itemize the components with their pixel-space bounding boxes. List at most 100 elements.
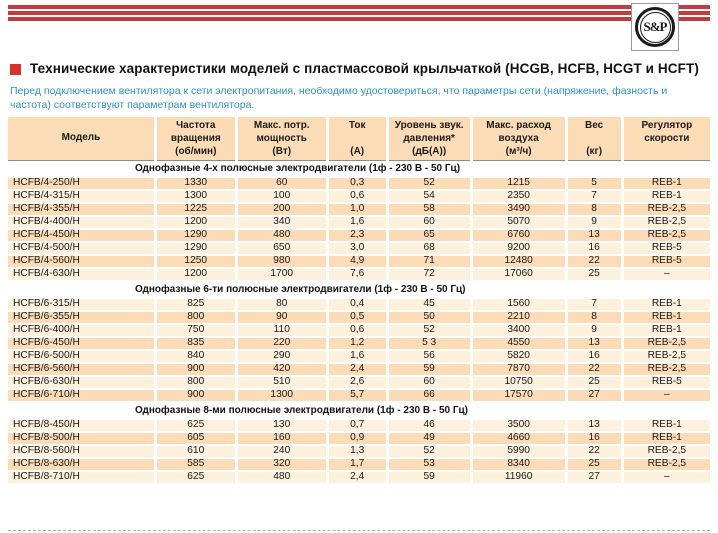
value-cell-regulator: REB-2,5: [622, 203, 710, 217]
value-cell-power: 510: [236, 376, 329, 390]
value-cell-airflow: 6760: [471, 229, 568, 243]
value-cell-speed: 750: [155, 324, 238, 338]
value-cell-noise: 45: [387, 298, 473, 312]
table-row: HCFB/4-450/H 1290 480 2,3 65 6760 13 REB-2,5: [8, 229, 710, 243]
model-cell: HCFB/4-400/H: [8, 216, 157, 230]
col-header-unit: (кг): [586, 145, 603, 157]
value-cell-regulator: REB-2,5: [622, 445, 710, 459]
value-cell-regulator: REB-1: [622, 298, 710, 312]
table-row: HCFB/6-355/H 800 90 0,5 50 2210 8 REB-1: [8, 311, 710, 325]
value-cell-noise: 65: [387, 229, 473, 243]
col-header-power: Макс. потр. мощность (Вт): [236, 117, 329, 161]
table-row: HCFB/6-500/H 840 290 1,6 56 5820 16 REB-2,5: [8, 350, 710, 364]
value-cell-regulator: REB-5: [622, 242, 710, 256]
value-cell-weight: 13: [566, 419, 624, 433]
motor-section-title: Однофазные 6-ти полюсные электродвигател…: [8, 281, 710, 299]
value-cell-current: 0,4: [327, 298, 389, 312]
value-cell-speed: 625: [155, 471, 238, 485]
value-cell-airflow: 1215: [471, 177, 568, 191]
value-cell-regulator: REB-2,5: [622, 363, 710, 377]
value-cell-regulator: –: [622, 471, 710, 485]
value-cell-weight: 22: [566, 445, 624, 459]
motor-section-header-row: Однофазные 6-ти полюсные электродвигател…: [8, 281, 710, 299]
value-cell-current: 0,3: [327, 177, 389, 191]
value-cell-weight: 5: [566, 177, 624, 191]
header-row: Модель Частота вращения (об/мин) Макс. потр…: [8, 117, 710, 161]
value-cell-airflow: 5820: [471, 350, 568, 364]
value-cell-current: 5,7: [327, 389, 389, 403]
value-cell-regulator: REB-5: [622, 376, 710, 390]
page-title: Технические характеристики моделей с пла…: [30, 61, 699, 76]
value-cell-current: 4,9: [327, 255, 389, 269]
value-cell-speed: 1225: [155, 203, 238, 217]
value-cell-weight: 27: [566, 471, 624, 485]
model-cell: HCFB/6-560/H: [8, 363, 157, 377]
value-cell-regulator: REB-1: [622, 177, 710, 191]
model-cell: HCFB/6-355/H: [8, 311, 157, 325]
value-cell-power: 1300: [236, 389, 329, 403]
value-cell-power: 220: [236, 337, 329, 351]
value-cell-speed: 800: [155, 376, 238, 390]
value-cell-power: 480: [236, 229, 329, 243]
bottom-divider: [8, 530, 710, 531]
sp-logo: S&P: [631, 3, 679, 51]
value-cell-regulator: REB-1: [622, 311, 710, 325]
value-cell-weight: 13: [566, 229, 624, 243]
col-header-unit: (м³/ч): [505, 145, 532, 157]
value-cell-speed: 1300: [155, 190, 238, 204]
table-row: HCFB/8-500/H 605 160 0,9 49 4660 16 REB-1: [8, 432, 710, 446]
table-row: HCFB/6-450/H 835 220 1,2 5 3 4550 13 REB-2,5: [8, 337, 710, 351]
value-cell-weight: 25: [566, 268, 624, 282]
value-cell-regulator: REB-1: [622, 432, 710, 446]
col-header-noise: Уровень звук. давления* (дБ(А)): [387, 117, 473, 161]
table-row: HCFB/8-560/H 610 240 1,3 52 5990 22 REB-2,5: [8, 445, 710, 459]
value-cell-noise: 68: [387, 242, 473, 256]
value-cell-airflow: 1560: [471, 298, 568, 312]
value-cell-current: 0,7: [327, 419, 389, 433]
value-cell-power: 80: [236, 298, 329, 312]
table-row: HCFB/4-250/H 1330 60 0,3 52 1215 5 REB-1: [8, 177, 710, 191]
value-cell-regulator: –: [622, 389, 710, 403]
value-cell-power: 340: [236, 216, 329, 230]
value-cell-regulator: REB-2,5: [622, 458, 710, 472]
value-cell-current: 1,3: [327, 445, 389, 459]
model-cell: HCFB/8-450/H: [8, 419, 157, 433]
motor-section-title: Однофазные 8-ми полюсные электродвигател…: [8, 402, 710, 420]
value-cell-noise: 52: [387, 177, 473, 191]
value-cell-speed: 1290: [155, 229, 238, 243]
col-header-unit: (дБ(А)): [412, 145, 447, 157]
value-cell-current: 3,0: [327, 242, 389, 256]
col-header-unit: (Вт): [272, 145, 292, 157]
value-cell-power: 320: [236, 458, 329, 472]
value-cell-noise: 49: [387, 432, 473, 446]
value-cell-noise: 52: [387, 445, 473, 459]
value-cell-power: 160: [236, 432, 329, 446]
model-cell: HCFB/4-500/H: [8, 242, 157, 256]
value-cell-speed: 1200: [155, 216, 238, 230]
col-header-model: Модель: [8, 117, 157, 161]
value-cell-power: 240: [236, 445, 329, 459]
value-cell-power: 200: [236, 203, 329, 217]
value-cell-airflow: 9200: [471, 242, 568, 256]
value-cell-speed: 605: [155, 432, 238, 446]
col-header-airflow: Макс. расход воздуха (м³/ч): [471, 117, 568, 161]
value-cell-current: 0,9: [327, 432, 389, 446]
col-header-label: Уровень звук. давления*: [394, 120, 464, 144]
value-cell-speed: 1330: [155, 177, 238, 191]
value-cell-noise: 56: [387, 350, 473, 364]
col-header-label: Регулятор скорости: [641, 120, 693, 144]
col-header-label: Макс. потр. мощность: [253, 120, 310, 144]
value-cell-speed: 1200: [155, 268, 238, 282]
value-cell-weight: 16: [566, 242, 624, 256]
value-cell-airflow: 2350: [471, 190, 568, 204]
value-cell-power: 980: [236, 255, 329, 269]
sp-logo-text: S&P: [643, 19, 668, 34]
value-cell-power: 90: [236, 311, 329, 325]
value-cell-speed: 610: [155, 445, 238, 459]
table-row: HCFB/4-315/H 1300 100 0,6 54 2350 7 REB-1: [8, 190, 710, 204]
value-cell-noise: 5 3: [387, 337, 473, 351]
model-cell: HCFB/8-710/H: [8, 471, 157, 485]
value-cell-weight: 13: [566, 337, 624, 351]
value-cell-regulator: REB-5: [622, 255, 710, 269]
value-cell-current: 1,2: [327, 337, 389, 351]
